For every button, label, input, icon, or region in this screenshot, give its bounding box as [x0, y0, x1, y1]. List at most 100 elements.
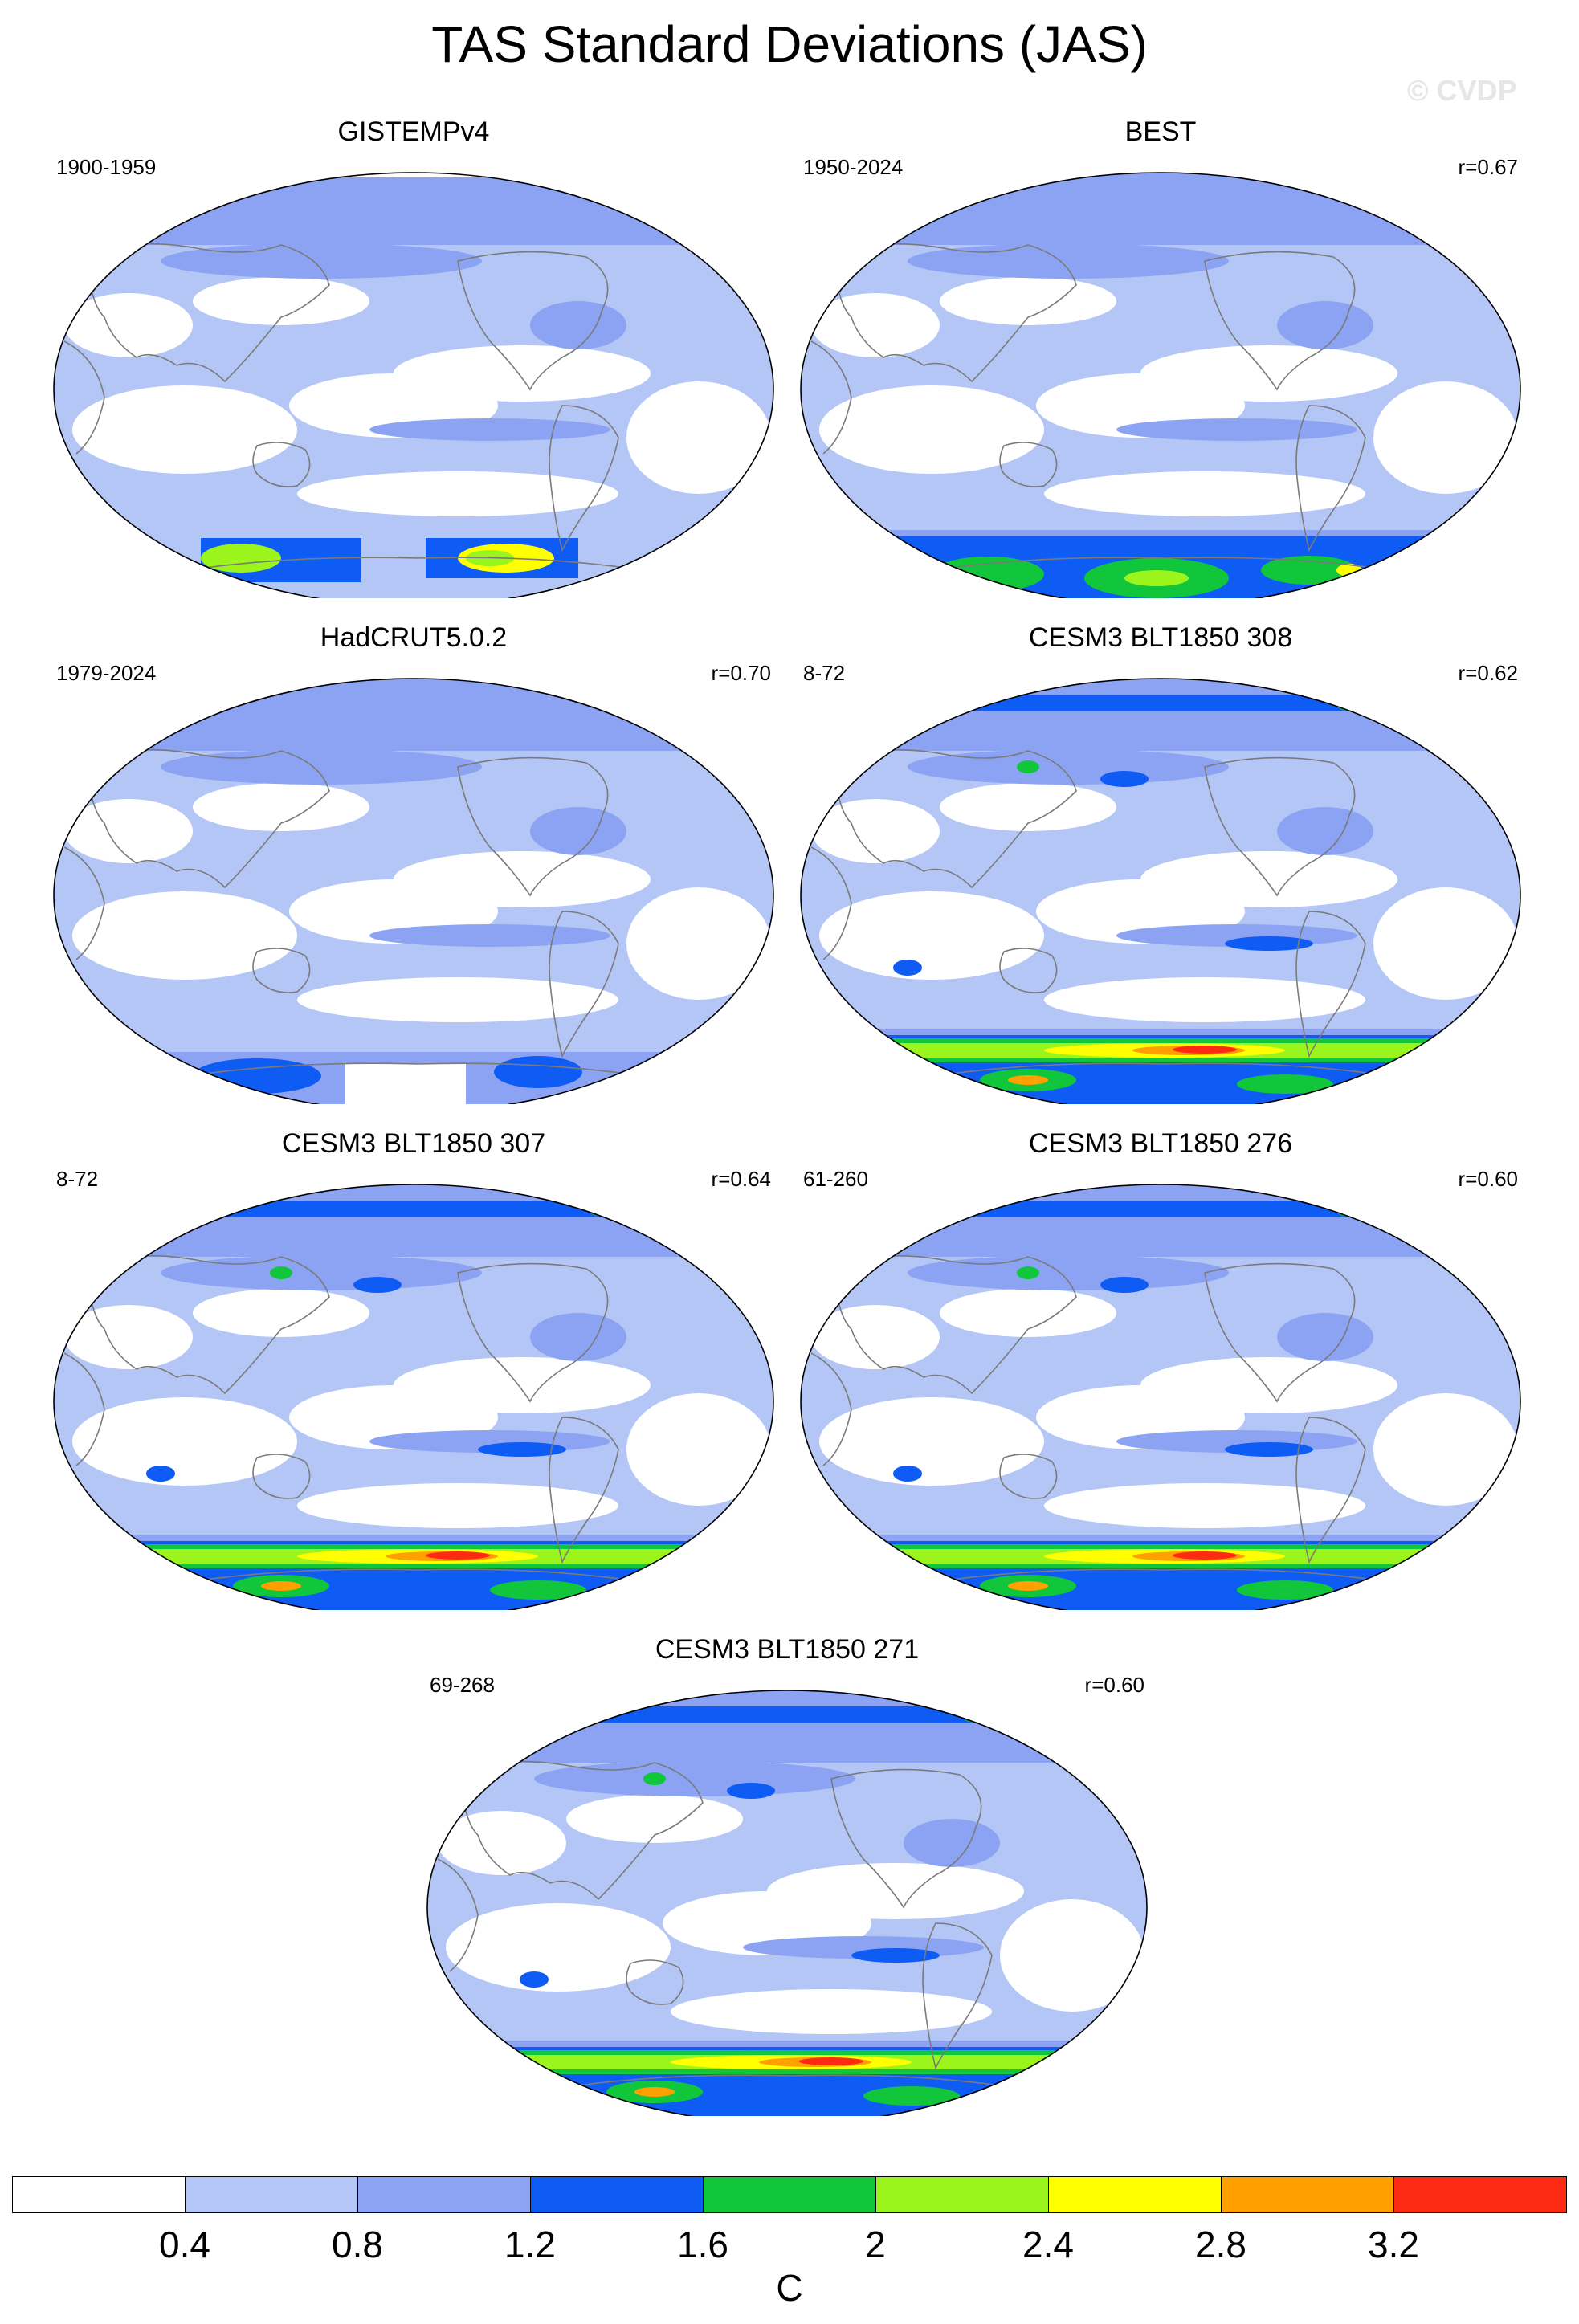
low-sd-region-north-pacific	[1140, 345, 1397, 402]
map-frame	[426, 1690, 1148, 2116]
low-sd-region-eurasia	[64, 1305, 193, 1369]
arctic-sd-0.8-1.2	[801, 173, 1520, 245]
colorbar-unit: C	[776, 2267, 803, 2309]
antarctic-no-data	[345, 1064, 466, 1104]
panel-correlation: r=0.64	[711, 1167, 771, 1191]
colorbar	[12, 2176, 1567, 2213]
low-sd-region-north-pacific	[1140, 1357, 1397, 1413]
panel-title: CESM3 BLT1850 307	[281, 1128, 546, 1159]
low-sd-region-south-pacific	[297, 1483, 618, 1528]
panel-period: 8-72	[803, 661, 846, 685]
map-canvas	[800, 172, 1521, 598]
arctic-region	[801, 173, 1520, 245]
antarctic-region	[801, 1029, 1520, 1104]
coastline	[834, 1254, 1077, 1395]
map-frame	[800, 172, 1521, 598]
coastline	[457, 756, 609, 897]
panel-title: GISTEMPv4	[337, 116, 490, 147]
sd-band-0.8-1.2-north-america	[1277, 1313, 1373, 1361]
colorbar-bin-3	[357, 2176, 531, 2213]
panel-period: 69-268	[430, 1673, 495, 1697]
map-panel-cesm3-271: CESM3 BLT1850 271 69-268 r=0.60	[414, 1634, 1161, 2116]
arctic-sd-0.8-1.2	[54, 679, 773, 751]
antarctic-region	[54, 1032, 773, 1104]
coastline	[1204, 756, 1356, 897]
coastline	[461, 1760, 704, 1901]
sd-band-0.8-1.2-north-america	[530, 301, 626, 349]
sd-band-1.2-1.6-north	[727, 1783, 775, 1799]
sd-band-0.8-1.2-pacific	[369, 924, 610, 947]
low-sd-region-south-pacific	[297, 977, 618, 1022]
antarctic-sd-1.6-2	[1237, 1580, 1333, 1600]
antarctic-sd-2.8-3.2	[1008, 1581, 1048, 1591]
coastline	[63, 340, 105, 455]
low-sd-region-indian-ocean	[819, 891, 1044, 980]
low-sd-region-north-pacific	[1140, 851, 1397, 907]
arctic-sd-0.8-1.2	[54, 1184, 773, 1257]
antarctic-region	[801, 1535, 1520, 1610]
panel-correlation: r=0.60	[1458, 1167, 1518, 1191]
low-sd-region-south-pacific	[297, 471, 618, 516]
colorbar-bin-1	[12, 2176, 186, 2213]
antarctic-sd-above-3.2	[426, 1551, 490, 1560]
coastline	[160, 1062, 667, 1081]
low-sd-region-indian-ocean	[72, 891, 297, 980]
colorbar-bin-4	[530, 2176, 704, 2213]
sd-band-1.2-1.6-north	[1100, 771, 1149, 787]
coastline	[1295, 405, 1366, 552]
panel-period: 1950-2024	[803, 155, 904, 179]
low-sd-region-eurasia	[64, 293, 193, 357]
map-canvas	[53, 172, 774, 598]
panel-title: CESM3 BLT1850 308	[1028, 622, 1293, 653]
coastline	[63, 846, 105, 960]
southern-ocean-sd-0.8-1.2	[801, 530, 1520, 536]
coastline	[999, 1454, 1058, 1499]
map-canvas	[426, 1690, 1148, 2116]
antarctic-sd-1.2-1.6	[193, 1058, 321, 1094]
siberia-sd-1.6-2	[643, 1772, 666, 1785]
antarctic-region	[801, 530, 1520, 598]
panel-correlation: r=0.62	[1458, 661, 1518, 685]
map-fill	[427, 1690, 1147, 2116]
panel-period: 61-260	[803, 1167, 868, 1191]
low-sd-region-atlantic	[1373, 381, 1518, 494]
low-sd-region-north-pacific	[394, 345, 651, 402]
sd-band-0.8-1.2-north-america	[530, 1313, 626, 1361]
sd-band-0.8-1.2-north-america	[904, 1819, 1000, 1867]
map-canvas	[53, 1184, 774, 1610]
map-frame	[53, 678, 774, 1104]
sd-band-0.8-1.2-north-pacific	[161, 749, 482, 785]
colorbar-label: 2	[865, 2224, 886, 2265]
panel-title: HadCRUT5.0.2	[320, 622, 508, 653]
antarctic-sd-above-3.2	[1173, 1551, 1237, 1560]
sd-band-1.2-1.6-north	[353, 1277, 402, 1293]
sd-band-1.2-1.6-indian	[146, 1466, 175, 1482]
colorbar-bin-9	[1393, 2176, 1567, 2213]
southern-ocean-sd-0.8-1.2	[801, 1029, 1520, 1035]
low-sd-region-atlantic	[626, 381, 771, 494]
coastline	[549, 405, 619, 552]
sd-band-0.8-1.2-pacific	[369, 418, 610, 441]
arctic-sd-1.2-1.6	[427, 1706, 1147, 1723]
sd-band-0.8-1.2-north-pacific	[161, 243, 482, 279]
map-fill	[801, 679, 1520, 1104]
panel-title: CESM3 BLT1850 271	[655, 1634, 920, 1665]
antarctic-sd-2.8-3.2	[1008, 1075, 1048, 1085]
colorbar-label: 1.6	[677, 2224, 728, 2265]
coastline	[907, 1062, 1414, 1081]
coastline	[457, 1262, 609, 1403]
map-mask	[54, 173, 773, 177]
coastline	[834, 243, 1077, 383]
coastline	[88, 748, 330, 889]
map-frame	[53, 1184, 774, 1610]
map-panel-best: BEST 1950-2024 r=0.67	[787, 116, 1534, 598]
coastline	[922, 1922, 993, 2070]
coastline	[63, 1352, 105, 1466]
antarctic-sd-1.6-2	[1237, 1074, 1333, 1094]
coastline	[533, 2074, 1041, 2093]
coastline	[810, 340, 852, 455]
sd-band-0.8-1.2-north-america	[1277, 301, 1373, 349]
siberia-sd-1.6-2	[1017, 1266, 1039, 1279]
low-sd-region-eurasia	[64, 799, 193, 863]
siberia-sd-1.6-2	[1017, 760, 1039, 773]
